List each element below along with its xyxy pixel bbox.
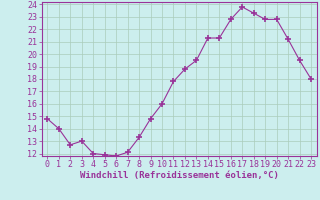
- X-axis label: Windchill (Refroidissement éolien,°C): Windchill (Refroidissement éolien,°C): [80, 171, 279, 180]
